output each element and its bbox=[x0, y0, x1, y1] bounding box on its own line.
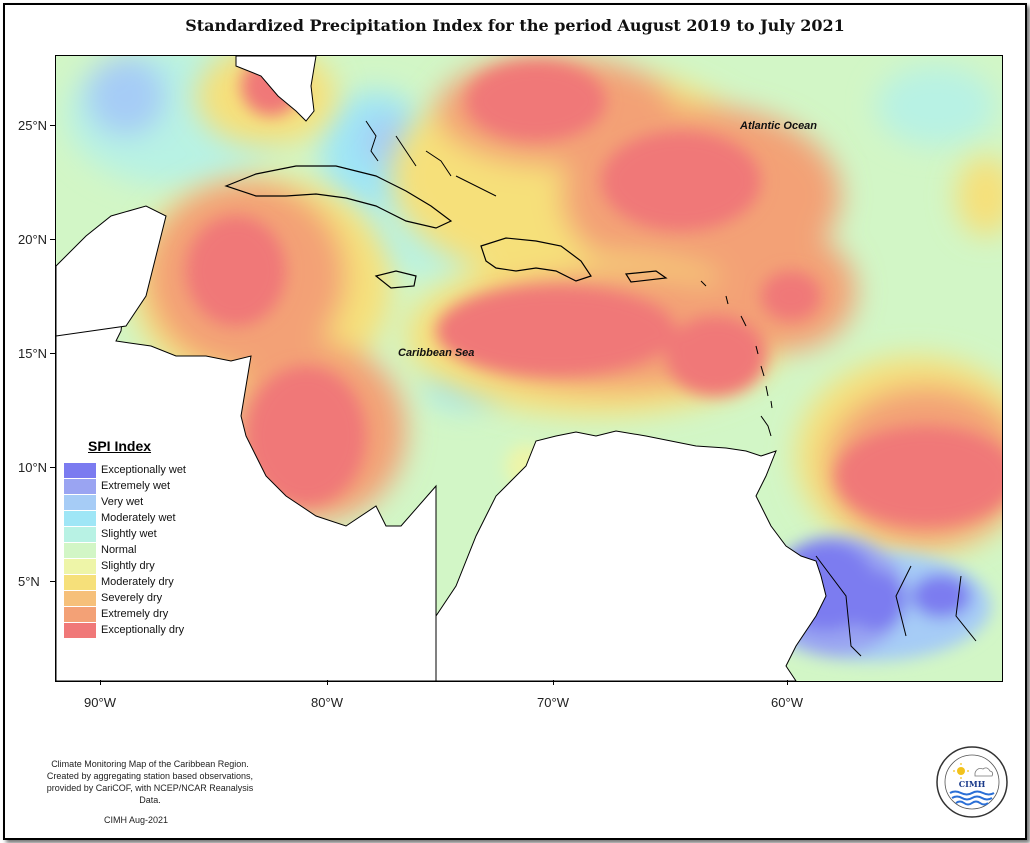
x-tick-60w: 60°W bbox=[771, 695, 803, 710]
spi-map-canvas bbox=[56, 56, 1002, 681]
y-tick-20n: 20°N bbox=[18, 232, 48, 247]
x-tick-80w: 80°W bbox=[311, 695, 343, 710]
legend-rows: Exceptionally wet Extremely wet Very wet Mo… bbox=[64, 462, 254, 638]
footnote-line-2: Created by aggregating station based obs… bbox=[46, 771, 254, 781]
legend-item: Moderately wet bbox=[64, 510, 254, 526]
cimh-logo: CIMH bbox=[935, 745, 1009, 819]
legend-label: Exceptionally wet bbox=[101, 464, 186, 476]
yucatan-peninsula bbox=[56, 205, 167, 337]
legend-title: SPI Index bbox=[88, 438, 152, 454]
y-tick-25n: 25°N bbox=[18, 118, 48, 133]
footnote-line-1: Climate Monitoring Map of the Caribbean … bbox=[51, 759, 249, 769]
y-tick-5n: 5°N bbox=[18, 574, 40, 589]
bahamas-outline bbox=[365, 120, 497, 197]
logo-text: CIMH bbox=[959, 779, 986, 789]
y-tick-15n: 15°N bbox=[18, 346, 48, 361]
legend-label: Moderately wet bbox=[101, 512, 176, 524]
legend-item: Slightly dry bbox=[64, 558, 254, 574]
legend-swatch bbox=[64, 510, 96, 526]
central-america-landmass bbox=[56, 285, 437, 681]
lesser-antilles-outline bbox=[700, 280, 773, 437]
spi-map bbox=[55, 55, 1003, 682]
y-tick-mark bbox=[50, 581, 55, 582]
legend-label: Extremely dry bbox=[101, 608, 169, 620]
spi-legend: SPI Index Exceptionally wet Extremely wet… bbox=[64, 438, 254, 638]
guianas-borders bbox=[815, 555, 977, 657]
x-tick-90w: 90°W bbox=[84, 695, 116, 710]
legend-swatch bbox=[64, 542, 96, 558]
cuba-outline bbox=[224, 165, 453, 229]
legend-label: Slightly dry bbox=[101, 560, 155, 572]
y-tick-mark bbox=[50, 467, 55, 468]
south-america-landmass bbox=[435, 430, 827, 681]
legend-swatch bbox=[64, 526, 96, 542]
legend-item: Severely dry bbox=[64, 590, 254, 606]
legend-item: Very wet bbox=[64, 494, 254, 510]
legend-swatch bbox=[64, 462, 96, 478]
legend-item: Extremely wet bbox=[64, 478, 254, 494]
y-tick-mark bbox=[50, 239, 55, 240]
florida-peninsula bbox=[235, 56, 317, 122]
atlantic-ocean-label: Atlantic Ocean bbox=[740, 120, 818, 132]
y-tick-mark bbox=[50, 125, 55, 126]
jamaica-outline bbox=[374, 270, 417, 289]
legend-swatch bbox=[64, 478, 96, 494]
y-tick-10n: 10°N bbox=[18, 460, 48, 475]
footnote-line-3: provided by CariCOF, with NCEP/NCAR Rean… bbox=[46, 783, 254, 805]
legend-item: Slightly wet bbox=[64, 526, 254, 542]
legend-swatch bbox=[64, 606, 96, 622]
legend-swatch bbox=[64, 622, 96, 638]
map-title: Standardized Precipitation Index for the… bbox=[185, 16, 845, 35]
legend-label: Extremely wet bbox=[101, 480, 171, 492]
x-tick-mark bbox=[553, 680, 554, 685]
cimh-sun-cloud-waves-logo-icon: CIMH bbox=[936, 746, 1008, 818]
legend-label: Slightly wet bbox=[101, 528, 157, 540]
legend-swatch bbox=[64, 558, 96, 574]
legend-label: Normal bbox=[101, 544, 137, 556]
legend-label: Severely dry bbox=[101, 592, 163, 604]
x-tick-mark bbox=[787, 680, 788, 685]
credit-label: CIMH Aug-2021 bbox=[104, 815, 169, 825]
legend-swatch bbox=[64, 590, 96, 606]
legend-item: Normal bbox=[64, 542, 254, 558]
x-tick-mark bbox=[100, 680, 101, 685]
legend-item: Exceptionally wet bbox=[64, 462, 254, 478]
hispaniola-outline bbox=[480, 237, 592, 282]
legend-swatch bbox=[64, 494, 96, 510]
legend-item: Extremely dry bbox=[64, 606, 254, 622]
footnote: Climate Monitoring Map of the Caribbean … bbox=[36, 758, 264, 806]
spi-exceptionally-dry-cores bbox=[186, 56, 1002, 526]
puerto-rico-outline bbox=[624, 270, 668, 283]
legend-item: Moderately dry bbox=[64, 574, 254, 590]
x-tick-mark bbox=[327, 680, 328, 685]
x-tick-70w: 70°W bbox=[537, 695, 569, 710]
legend-label: Moderately dry bbox=[101, 576, 174, 588]
caribbean-sea-label: Caribbean Sea bbox=[398, 347, 475, 359]
legend-item: Exceptionally dry bbox=[64, 622, 254, 638]
legend-label: Very wet bbox=[101, 496, 144, 508]
legend-label: Exceptionally dry bbox=[101, 624, 185, 636]
y-tick-mark bbox=[50, 353, 55, 354]
legend-swatch bbox=[64, 574, 96, 590]
